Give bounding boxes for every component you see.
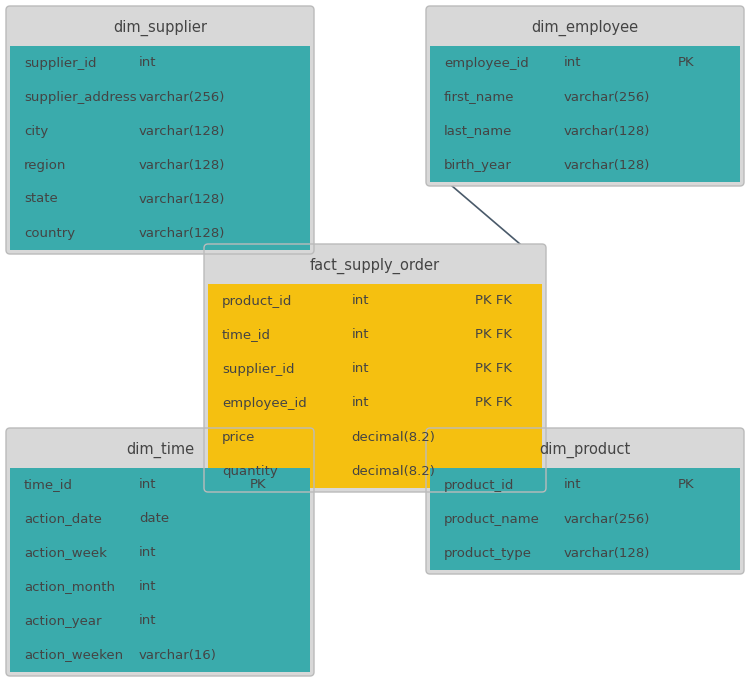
- Text: region: region: [24, 158, 66, 171]
- Text: int: int: [139, 479, 157, 492]
- Text: date: date: [139, 512, 170, 526]
- Text: decimal(8.2): decimal(8.2): [352, 464, 436, 477]
- Text: PK FK: PK FK: [476, 329, 512, 342]
- Text: PK FK: PK FK: [476, 295, 512, 308]
- Text: varchar(128): varchar(128): [563, 125, 650, 138]
- Text: supplier_address: supplier_address: [24, 91, 136, 104]
- Text: employee_id: employee_id: [222, 396, 307, 409]
- Text: action_month: action_month: [24, 580, 115, 593]
- Text: varchar(128): varchar(128): [139, 158, 225, 171]
- Text: action_date: action_date: [24, 512, 102, 526]
- Text: time_id: time_id: [24, 479, 73, 492]
- Text: supplier_id: supplier_id: [24, 57, 97, 70]
- Text: int: int: [139, 580, 157, 593]
- Text: action_weeken: action_weeken: [24, 649, 123, 662]
- Text: PK FK: PK FK: [476, 363, 512, 376]
- Text: product_id: product_id: [444, 479, 514, 492]
- FancyBboxPatch shape: [6, 428, 314, 676]
- Text: supplier_id: supplier_id: [222, 363, 295, 376]
- Text: int: int: [139, 614, 157, 627]
- Text: int: int: [139, 57, 157, 70]
- Bar: [430, 468, 740, 570]
- Text: varchar(128): varchar(128): [563, 158, 650, 171]
- Text: int: int: [563, 57, 580, 70]
- Text: birth_year: birth_year: [444, 158, 512, 171]
- Text: product_name: product_name: [444, 512, 540, 526]
- Text: city: city: [24, 125, 48, 138]
- Text: int: int: [352, 295, 369, 308]
- Text: dim_product: dim_product: [539, 442, 631, 458]
- Text: time_id: time_id: [222, 329, 271, 342]
- Text: dim_time: dim_time: [126, 442, 194, 458]
- Text: fact_supply_order: fact_supply_order: [310, 258, 440, 274]
- Text: int: int: [352, 329, 369, 342]
- Text: int: int: [139, 546, 157, 559]
- Text: decimal(8.2): decimal(8.2): [352, 430, 436, 443]
- Bar: [10, 468, 310, 672]
- Text: dim_supplier: dim_supplier: [113, 20, 207, 36]
- Bar: [10, 46, 310, 250]
- Text: product_id: product_id: [222, 295, 292, 308]
- Text: PK: PK: [250, 479, 267, 492]
- Text: employee_id: employee_id: [444, 57, 529, 70]
- Text: PK: PK: [678, 57, 694, 70]
- Text: action_year: action_year: [24, 614, 101, 627]
- Text: varchar(256): varchar(256): [563, 512, 650, 526]
- Text: product_type: product_type: [444, 546, 532, 559]
- Text: dim_employee: dim_employee: [532, 20, 638, 36]
- Text: varchar(128): varchar(128): [139, 226, 225, 239]
- FancyBboxPatch shape: [426, 6, 744, 186]
- Text: varchar(128): varchar(128): [563, 546, 650, 559]
- Text: int: int: [352, 396, 369, 409]
- Bar: [430, 46, 740, 182]
- Text: varchar(16): varchar(16): [139, 649, 217, 662]
- Text: PK FK: PK FK: [476, 396, 512, 409]
- Text: quantity: quantity: [222, 464, 278, 477]
- Text: varchar(256): varchar(256): [139, 91, 225, 104]
- Text: action_week: action_week: [24, 546, 106, 559]
- FancyBboxPatch shape: [204, 244, 546, 492]
- Text: int: int: [563, 479, 580, 492]
- Text: varchar(128): varchar(128): [139, 125, 225, 138]
- Bar: [208, 284, 542, 488]
- Text: int: int: [352, 363, 369, 376]
- FancyBboxPatch shape: [426, 428, 744, 574]
- Text: state: state: [24, 192, 58, 205]
- Text: last_name: last_name: [444, 125, 512, 138]
- Text: price: price: [222, 430, 255, 443]
- Text: varchar(256): varchar(256): [563, 91, 650, 104]
- Text: varchar(128): varchar(128): [139, 192, 225, 205]
- FancyBboxPatch shape: [6, 6, 314, 254]
- Text: first_name: first_name: [444, 91, 514, 104]
- Text: PK: PK: [678, 479, 694, 492]
- Text: country: country: [24, 226, 75, 239]
